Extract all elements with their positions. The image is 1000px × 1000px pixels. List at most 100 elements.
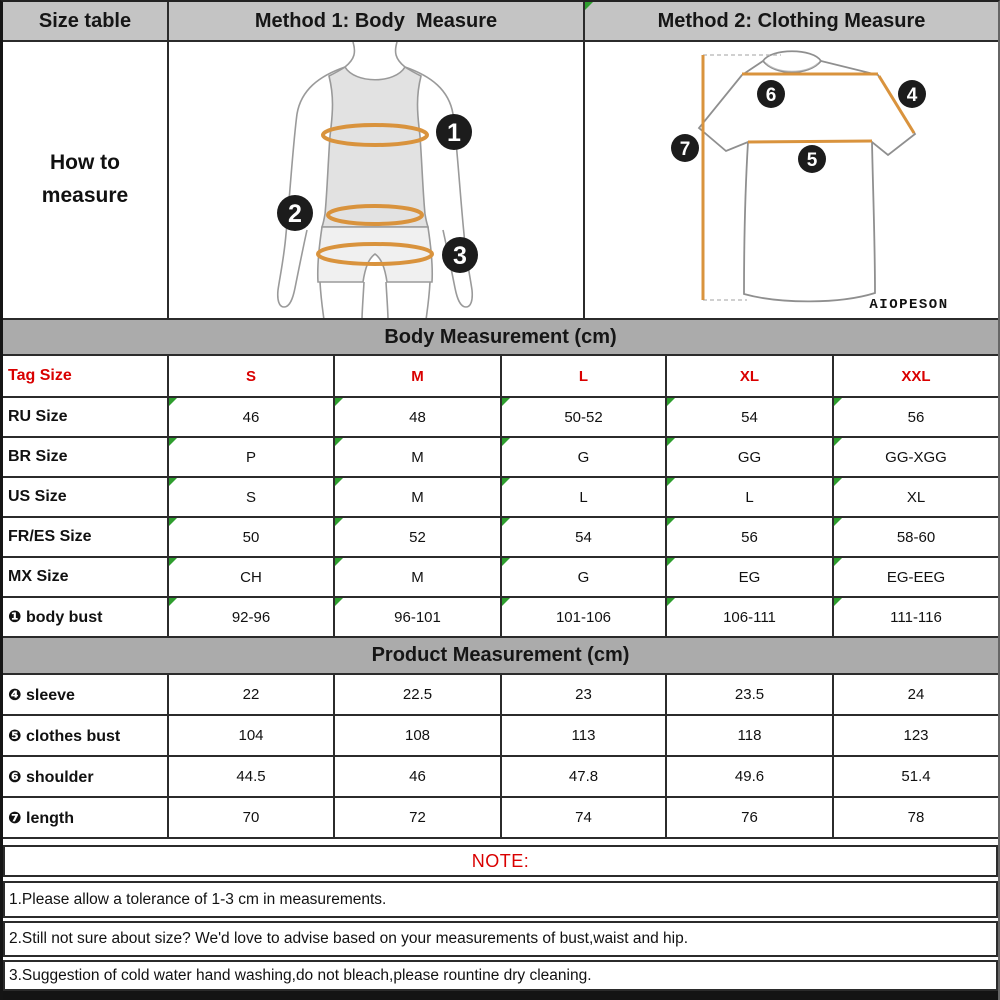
measure-lines	[701, 55, 916, 300]
note-item-3: 3.Suggestion of cold water hand washing,…	[3, 960, 998, 991]
marker-2-number: 2	[288, 200, 302, 228]
table-cell: 24	[907, 686, 925, 703]
marker-3-number: 3	[453, 242, 467, 270]
body-measure-diagram: 1 2 3	[169, 42, 585, 318]
table-cell: 46	[169, 398, 335, 436]
table-cell: 104	[169, 716, 335, 755]
shorts-shape	[316, 226, 434, 283]
row-label: MX Size	[3, 558, 169, 596]
marker-1-number: 1	[447, 119, 461, 147]
hip-band	[316, 242, 434, 266]
table-cell: 50-52	[502, 398, 667, 436]
table-row-ru-size: RU Size 46 48 50-52 54 56	[3, 398, 998, 438]
table-cell: 48	[335, 398, 502, 436]
table-cell: 54	[667, 398, 834, 436]
how-to-line2: measure	[41, 184, 129, 207]
note-item-1: 1.Please allow a tolerance of 1-3 cm in …	[3, 881, 998, 918]
table-cell: G	[502, 558, 667, 596]
table-cell: 51.4	[901, 768, 931, 785]
bottom-border-bar	[3, 991, 998, 1000]
table-cell: 113	[502, 716, 667, 755]
table-cell: 22	[169, 675, 335, 714]
note-item-2: 2.Still not sure about size? We'd love t…	[3, 921, 998, 957]
size-chart-header-row: Tag Size S M L XL XXL	[3, 356, 998, 398]
table-cell: 46	[335, 757, 502, 796]
col-header-tag-size: Tag Size	[3, 356, 169, 396]
table-row-body-bust: ❶ body bust 92-96 96-101 101-106 106-111…	[3, 598, 998, 638]
table-cell: P	[169, 438, 335, 476]
how-to-measure-label: How to measure	[3, 42, 169, 318]
table-cell: L	[502, 478, 667, 516]
brand-text: AIOPESON	[869, 297, 948, 313]
table-row-shoulder: ❻ shoulder 44.5 46 47.8 49.6 51.4	[3, 757, 998, 798]
col-header-xl: XL	[667, 356, 834, 396]
row-label: ❹ sleeve	[3, 675, 169, 714]
row-label: ❻ shoulder	[3, 757, 169, 796]
col-header-xxl: XXL	[901, 367, 931, 385]
size-table-title: Size table	[3, 2, 169, 40]
clothing-markers: 4 5 6 7	[671, 80, 926, 173]
table-cell: 108	[335, 716, 502, 755]
table-row-mx-size: MX Size CH M G EG EG-EEG	[3, 558, 998, 598]
table-cell: EG-EEG	[834, 558, 998, 596]
method1-title: Method 1: Body Measure	[169, 2, 585, 40]
table-cell: 118	[667, 716, 834, 755]
body-measurement-section-title: Body Measurement (cm)	[3, 320, 998, 356]
table-cell: 78	[907, 809, 925, 826]
table-cell: 56	[834, 398, 998, 436]
table-cell: 76	[667, 798, 834, 837]
table-cell: M	[335, 558, 502, 596]
marker-5-number: 5	[807, 150, 818, 171]
body-figure-illustration: 1 2 3	[276, 42, 478, 318]
sleeve-line	[877, 75, 916, 134]
table-cell: 47.8	[502, 757, 667, 796]
table-cell: 74	[502, 798, 667, 837]
table-row-clothes-bust: ❺ clothes bust 104 108 113 118 123	[3, 716, 998, 757]
row-label: ❶ body bust	[3, 598, 169, 636]
table-cell: M	[335, 478, 502, 516]
how-to-line1: How to	[50, 151, 120, 175]
table-cell: M	[335, 438, 502, 476]
table-cell: 23	[502, 675, 667, 714]
table-cell: 49.6	[667, 757, 834, 796]
marker-4-number: 4	[907, 85, 918, 106]
table-row-length: ❼ length 70 72 74 76 78	[3, 798, 998, 839]
table-cell: S	[169, 478, 335, 516]
marker-7-number: 7	[680, 139, 691, 160]
row-label: US Size	[3, 478, 169, 516]
table-row-sleeve: ❹ sleeve 22 22.5 23 23.5 24	[3, 675, 998, 716]
marker-7-circle	[671, 134, 699, 162]
tshirt-shape	[697, 50, 917, 303]
waist-band	[326, 204, 424, 226]
table-cell: 56	[667, 518, 834, 556]
clothing-measure-diagram: 4 5 6 7 AIOPESON	[585, 42, 998, 318]
table-cell: 96-101	[335, 598, 502, 636]
table-cell: 123	[903, 727, 929, 744]
table-cell: 70	[169, 798, 335, 837]
chest-line	[747, 139, 873, 144]
body-markers: 1 2 3	[277, 114, 478, 273]
marker-5-circle	[798, 145, 826, 173]
table-cell: CH	[169, 558, 335, 596]
note-title: NOTE:	[3, 845, 998, 877]
table-row-us-size: US Size S M L L XL	[3, 478, 998, 518]
table-cell: 23.5	[667, 675, 834, 714]
method2-title: Method 2: Clothing Measure	[585, 2, 998, 40]
table-cell: 111-116	[834, 598, 998, 636]
header-row: Size table Method 1: Body Measure Method…	[3, 2, 998, 42]
table-cell: 106-111	[667, 598, 834, 636]
table-cell: 92-96	[169, 598, 335, 636]
marker-4-circle	[898, 80, 926, 108]
marker-2-circle	[277, 195, 313, 231]
bust-band	[321, 123, 429, 147]
col-header-l: L	[502, 356, 667, 396]
table-cell: XL	[834, 478, 998, 516]
row-label: FR/ES Size	[3, 518, 169, 556]
marker-6-circle	[757, 80, 785, 108]
table-cell: EG	[667, 558, 834, 596]
marker-1-circle	[436, 114, 472, 150]
table-cell: 50	[169, 518, 335, 556]
row-label: RU Size	[3, 398, 169, 436]
table-cell: 58-60	[834, 518, 998, 556]
